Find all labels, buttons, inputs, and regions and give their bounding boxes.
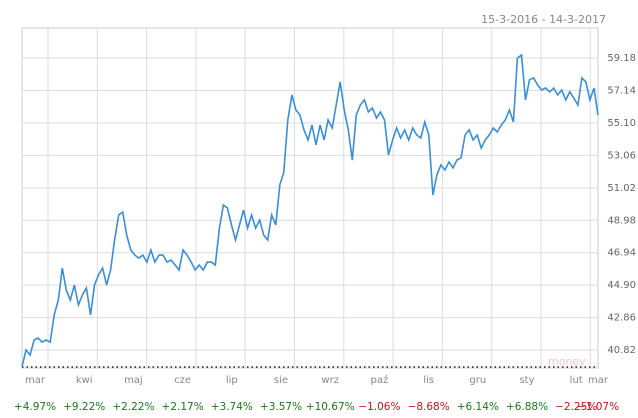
y-tick-label: 42.86 [607, 313, 636, 324]
y-tick-label: 55.10 [607, 118, 636, 129]
change-label: −2.25% [555, 401, 597, 413]
y-tick-label: 44.90 [607, 280, 636, 291]
change-label: −1.06% [358, 401, 400, 413]
x-tick-label: lut [570, 375, 583, 386]
y-tick-label: 53.06 [607, 150, 636, 161]
change-label: +9.22% [63, 401, 105, 413]
change-label: +2.17% [162, 401, 204, 413]
x-tick-label: wrz [321, 375, 339, 386]
x-tick-label: sie [274, 375, 288, 386]
plot-area [21, 27, 599, 369]
x-tick-label: mar [588, 375, 609, 386]
change-label: +4.97% [14, 401, 56, 413]
change-label: −1.07% [577, 401, 619, 413]
change-label: +2.22% [112, 401, 154, 413]
y-tick-label: 57.14 [607, 85, 636, 96]
x-tick-label: kwi [76, 375, 93, 386]
x-tick-label: lip [226, 375, 238, 386]
x-tick-label: lis [423, 375, 434, 386]
change-label: +6.88% [506, 401, 548, 413]
change-label: +3.57% [260, 401, 302, 413]
x-tick-label: sty [519, 375, 534, 386]
x-tick-label: mar [25, 375, 46, 386]
y-tick-label: 48.98 [607, 215, 636, 226]
chart-title: 15-3-2016 - 14-3-2017 [481, 13, 606, 26]
x-tick-label: gru [469, 375, 486, 386]
price-line [21, 53, 599, 368]
change-label: +6.14% [457, 401, 499, 413]
change-label: +10.67% [306, 401, 355, 413]
y-tick-label: 40.82 [607, 345, 636, 356]
y-tick-label: 51.02 [607, 183, 636, 194]
watermark: money [548, 355, 586, 368]
y-tick-label: 59.18 [607, 53, 636, 64]
x-tick-label: cze [174, 375, 191, 386]
x-tick-label: paź [371, 374, 389, 386]
x-tick-label: maj [124, 375, 143, 386]
change-label: +3.74% [211, 401, 253, 413]
change-label: −8.68% [408, 401, 450, 413]
y-tick-label: 46.94 [607, 248, 636, 259]
